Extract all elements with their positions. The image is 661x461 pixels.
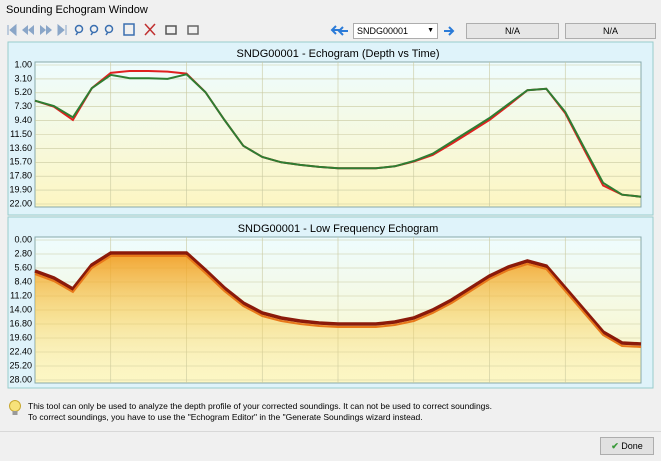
dataset-combo[interactable]: SNDG00001 ▼ <box>353 23 438 39</box>
y-tick-label: 1.00 <box>14 59 32 69</box>
echo-return <box>35 253 641 380</box>
done-label: Done <box>621 441 643 451</box>
status-box: N/A <box>466 23 559 39</box>
status-box: N/A <box>565 23 656 39</box>
info-line: This tool can only be used to analyze th… <box>28 401 493 411</box>
y-tick-label: 11.50 <box>10 129 32 139</box>
separator <box>0 431 661 432</box>
y-tick-label: 7.30 <box>14 101 32 111</box>
info-text: This tool can only be used to analyze th… <box>28 401 492 423</box>
depth-line <box>34 73 642 198</box>
chart-title: SNDG00001 - Echogram (Depth vs Time) <box>237 48 440 60</box>
y-tick-label: 11.20 <box>10 290 32 300</box>
charts: SNDG00001 - Echogram (Depth vs Time) 1.00… <box>7 41 654 389</box>
y-tick-label: 17.80 <box>9 171 32 181</box>
y-tick-label: 2.80 <box>14 248 32 258</box>
y-tick-label: 9.40 <box>14 115 32 125</box>
chart-title: SNDG00001 - Low Frequency Echogram <box>238 223 439 235</box>
check-icon: ✔ <box>611 441 619 451</box>
y-tick-label: 16.80 <box>9 318 32 328</box>
y-tick-label: 3.10 <box>14 73 32 83</box>
y-tick-label: 13.60 <box>9 143 32 153</box>
y-tick-label: 5.60 <box>14 262 32 272</box>
y-tick-label: 25.20 <box>9 360 32 370</box>
dataset-value: SNDG00001 <box>357 26 409 36</box>
done-button[interactable]: ✔ Done <box>600 437 654 455</box>
next-button[interactable] <box>442 24 456 38</box>
info-line: To correct soundings, you have to use th… <box>28 412 423 422</box>
y-tick-label: 28.00 <box>9 374 32 384</box>
y-tick-label: 19.90 <box>9 184 32 194</box>
toolbar-icons <box>7 23 340 37</box>
combo-arrow: ▼ <box>427 27 434 34</box>
y-tick-label: 5.20 <box>14 87 32 97</box>
window-title: Sounding Echogram Window <box>6 4 148 16</box>
y-tick-label: 0.00 <box>14 234 32 244</box>
y-tick-label: 8.40 <box>14 276 32 286</box>
bottom-echo-halo <box>34 255 642 348</box>
hint-icon <box>9 400 21 415</box>
y-tick-label: 22.40 <box>9 346 32 356</box>
y-tick-label: 15.70 <box>9 157 32 167</box>
prev-button[interactable] <box>336 24 350 38</box>
bottom-echo <box>34 251 642 346</box>
y-tick-label: 19.60 <box>9 332 32 342</box>
y-tick-label: 14.00 <box>9 304 32 314</box>
y-tick-label: 22.00 <box>9 198 32 208</box>
